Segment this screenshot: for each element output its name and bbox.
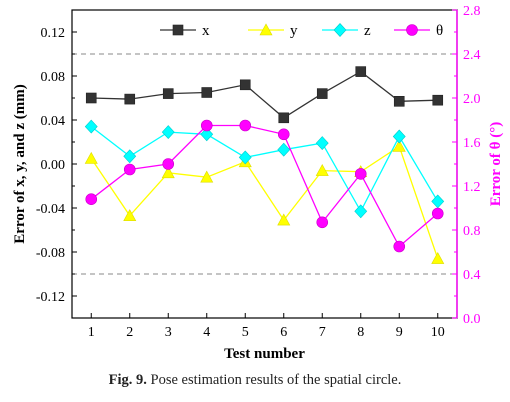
data-point	[393, 240, 406, 253]
data-point	[277, 213, 291, 226]
right-tick-label: 2.8	[463, 4, 481, 19]
data-point	[431, 207, 444, 220]
left-tick-label: -0.12	[36, 290, 65, 305]
legend-marker	[259, 23, 273, 36]
right-tick-label: 0.0	[463, 312, 481, 327]
legend-marker	[333, 23, 347, 37]
series-line	[91, 70, 438, 119]
data-point	[354, 204, 368, 219]
data-point	[84, 151, 98, 164]
data-point	[239, 79, 251, 91]
data-point	[85, 92, 97, 104]
data-point	[201, 87, 213, 98]
data-point	[239, 119, 252, 132]
series-line	[90, 126, 439, 213]
right-tick-label: 0.4	[463, 268, 481, 283]
data-point	[124, 93, 136, 105]
data-point	[392, 139, 406, 152]
data-point	[162, 158, 175, 170]
data-point	[238, 150, 252, 165]
data-point	[162, 88, 174, 99]
data-point	[123, 163, 136, 176]
figure-caption: Fig. 9. Pose estimation results of the s…	[0, 372, 510, 389]
data-point	[161, 125, 175, 140]
x-tick-label: 7	[319, 325, 326, 340]
legend-marker	[406, 24, 418, 36]
data-point	[355, 66, 367, 77]
x-axis-label: Test number	[224, 346, 305, 362]
data-point	[200, 119, 213, 132]
left-tick-label: -0.04	[36, 202, 65, 217]
x-tick-label: 1	[88, 325, 95, 340]
data-point	[316, 88, 328, 99]
data-point	[84, 119, 98, 134]
caption-label: Fig. 9.	[108, 372, 147, 388]
data-point	[123, 149, 137, 164]
data-point	[200, 127, 214, 142]
legend-marker	[172, 24, 184, 36]
right-tick-label: 2.0	[463, 92, 481, 107]
plot-area: -0.12 -0.08 -0.04 0.00 0.04 0.08 0.12 0.0 0.4 0.8…	[12, 4, 504, 362]
chart: -0.12 -0.08 -0.04 0.00 0.04 0.08 0.12 0.0 0.4 0.8…	[12, 4, 504, 362]
right-tick-label: 2.4	[463, 48, 481, 63]
left-tick-label: 0.08	[41, 70, 66, 85]
left-tick-label: 0.00	[41, 158, 66, 173]
x-tick-label: 4	[203, 325, 210, 340]
data-point	[392, 129, 406, 144]
x-tick-label: 6	[280, 325, 287, 340]
right-tick-label: 0.8	[463, 224, 481, 239]
data-point	[315, 136, 329, 151]
caption-text: Pose estimation results of the spatial c…	[146, 372, 402, 388]
series-line	[90, 145, 439, 259]
legend-label: x	[202, 23, 210, 39]
x-tick-label: 5	[242, 325, 249, 340]
data-point	[393, 96, 405, 107]
x-tick-label: 3	[165, 325, 172, 340]
data-point	[200, 170, 214, 183]
right-tick-label: 1.6	[463, 136, 481, 151]
data-point	[85, 193, 98, 205]
left-tick-label: 0.12	[41, 26, 66, 41]
data-point	[431, 251, 445, 264]
right-tick-label: 1.2	[463, 180, 481, 195]
x-tick-label: 10	[431, 325, 445, 340]
legend-label: θ	[436, 23, 443, 39]
data-point	[123, 209, 137, 221]
data-point	[277, 128, 290, 141]
left-axis-label: Error of x, y, and z (mm)	[12, 84, 28, 243]
data-point	[315, 163, 329, 176]
data-point	[316, 216, 329, 229]
x-tick-label: 8	[357, 325, 364, 340]
legend-label: z	[364, 23, 371, 39]
data-point	[278, 112, 290, 124]
series-line	[90, 124, 439, 248]
data-point	[432, 94, 444, 106]
data-point	[431, 194, 445, 209]
left-tick-label: -0.08	[36, 246, 65, 261]
legend-label: y	[290, 23, 298, 39]
left-tick-label: 0.04	[41, 114, 66, 129]
data-point	[161, 166, 175, 179]
data-point	[354, 168, 367, 180]
data-point	[277, 142, 291, 157]
x-tick-label: 2	[126, 325, 133, 340]
x-tick-label: 9	[396, 325, 403, 340]
right-axis-label: Error of θ (°)	[488, 122, 504, 207]
